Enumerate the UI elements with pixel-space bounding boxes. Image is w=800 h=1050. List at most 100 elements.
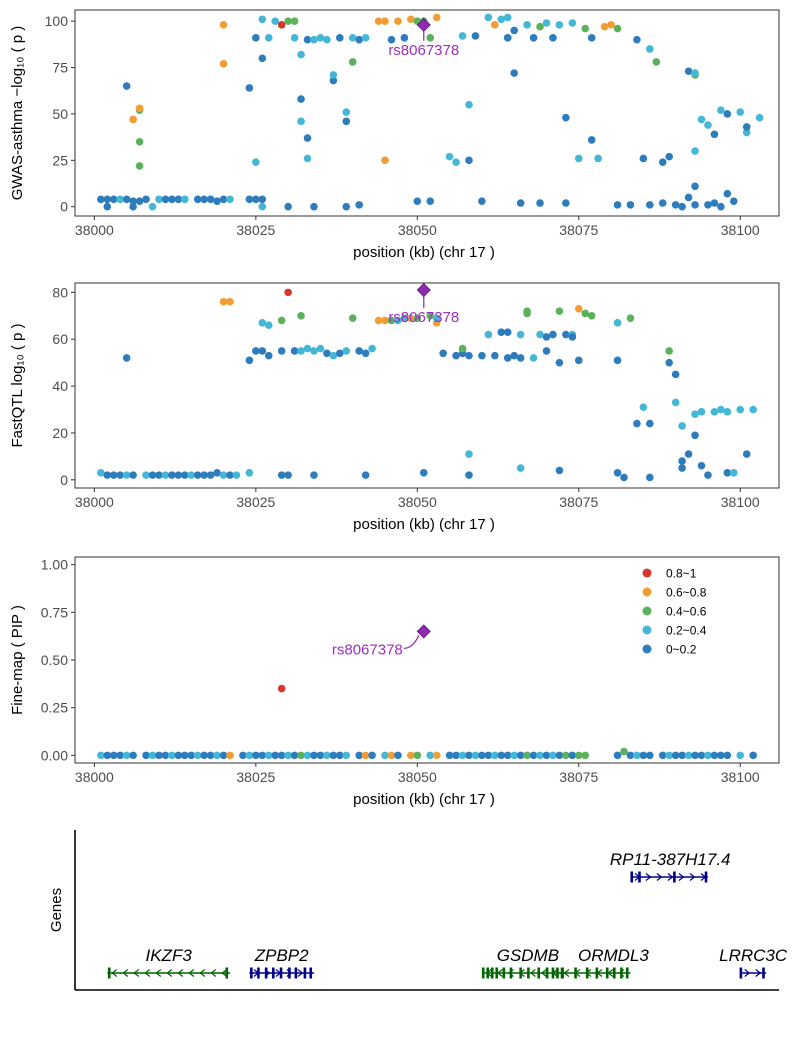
exon (527, 967, 530, 979)
data-point (316, 751, 325, 760)
data-point (665, 751, 674, 760)
data-point (704, 201, 712, 209)
data-point (394, 751, 402, 760)
data-point (219, 21, 228, 29)
data-point (684, 67, 693, 76)
lead-variant-label: rs8067378 (388, 309, 459, 326)
data-point (671, 398, 680, 407)
gene-label: ZPBP2 (254, 946, 309, 965)
data-point (691, 751, 699, 760)
data-point (135, 137, 144, 146)
strand-arrow (540, 969, 547, 977)
exon (556, 967, 559, 979)
data-point (400, 314, 409, 322)
exon (107, 967, 111, 979)
data-point (749, 751, 757, 760)
data-point (491, 351, 499, 360)
data-point (613, 751, 622, 760)
data-point (536, 330, 544, 339)
data-point (613, 201, 622, 209)
y-tick-label: 60 (52, 331, 68, 347)
panel-gwas: 38000 38025 38050 38075 38100 0 25 50 75 100 posit… (9, 9, 780, 261)
data-point (187, 471, 196, 479)
y-tick-label: 0.75 (41, 604, 68, 620)
data-point (252, 158, 260, 166)
strand-arrow (689, 873, 696, 881)
data-point (426, 751, 435, 760)
exon (574, 967, 577, 979)
data-point (555, 307, 564, 315)
data-point (361, 349, 370, 358)
data-point (103, 751, 112, 760)
data-point (316, 34, 325, 42)
data-point (323, 349, 331, 358)
data-point (613, 24, 622, 33)
strand-arrow (122, 969, 129, 977)
data-point (574, 154, 583, 163)
data-point (122, 195, 131, 204)
x-tick-label: 38000 (75, 769, 114, 785)
data-point (142, 471, 150, 479)
data-point (277, 751, 286, 760)
data-point (180, 751, 189, 760)
data-point (374, 316, 383, 325)
gene-zpbp2: ZPBP2 (249, 946, 314, 979)
data-point (258, 751, 267, 760)
data-point (697, 115, 706, 124)
data-point (497, 328, 506, 337)
data-point (684, 751, 693, 760)
data-point (639, 154, 648, 163)
data-point (368, 751, 376, 760)
data-point (316, 344, 325, 353)
data-point (704, 751, 712, 760)
y-tick-label: 0 (60, 472, 68, 488)
data-point (271, 751, 280, 760)
strand-arrow (744, 969, 751, 977)
data-point (465, 156, 473, 165)
data-point (478, 351, 486, 360)
data-point (671, 201, 680, 209)
data-point (684, 193, 693, 202)
exon (502, 967, 506, 979)
data-points (97, 684, 757, 760)
data-point (109, 751, 118, 760)
data-point (297, 117, 305, 126)
data-point (329, 76, 338, 85)
data-point (445, 751, 454, 760)
exon (595, 967, 599, 979)
data-point (717, 202, 725, 211)
data-point (245, 84, 254, 92)
data-point (148, 202, 157, 211)
strand-arrow (188, 969, 195, 977)
data-point (419, 468, 428, 477)
data-point (658, 751, 667, 760)
data-points (97, 13, 764, 211)
data-point (691, 410, 699, 419)
data-point (264, 321, 273, 329)
y-tick-label: 80 (52, 284, 68, 300)
data-point (336, 34, 344, 42)
data-point (226, 195, 234, 204)
exon (545, 967, 549, 979)
data-point (465, 751, 473, 760)
strand-arrow (529, 969, 536, 977)
data-point (342, 202, 351, 211)
data-point (303, 35, 312, 44)
data-point (697, 751, 706, 760)
data-point (258, 15, 267, 24)
data-point (562, 330, 570, 339)
data-point (290, 17, 299, 25)
plot-frame (74, 9, 780, 217)
lead-variant-marker (416, 17, 431, 32)
data-point (717, 405, 725, 414)
data-point (542, 347, 551, 355)
exon (481, 967, 485, 979)
data-point (510, 26, 518, 35)
data-point (329, 351, 338, 360)
data-point (180, 471, 189, 479)
data-point (258, 54, 267, 63)
exon (294, 967, 298, 979)
exon (519, 967, 522, 979)
data-point (103, 195, 112, 204)
data-point (290, 34, 299, 42)
